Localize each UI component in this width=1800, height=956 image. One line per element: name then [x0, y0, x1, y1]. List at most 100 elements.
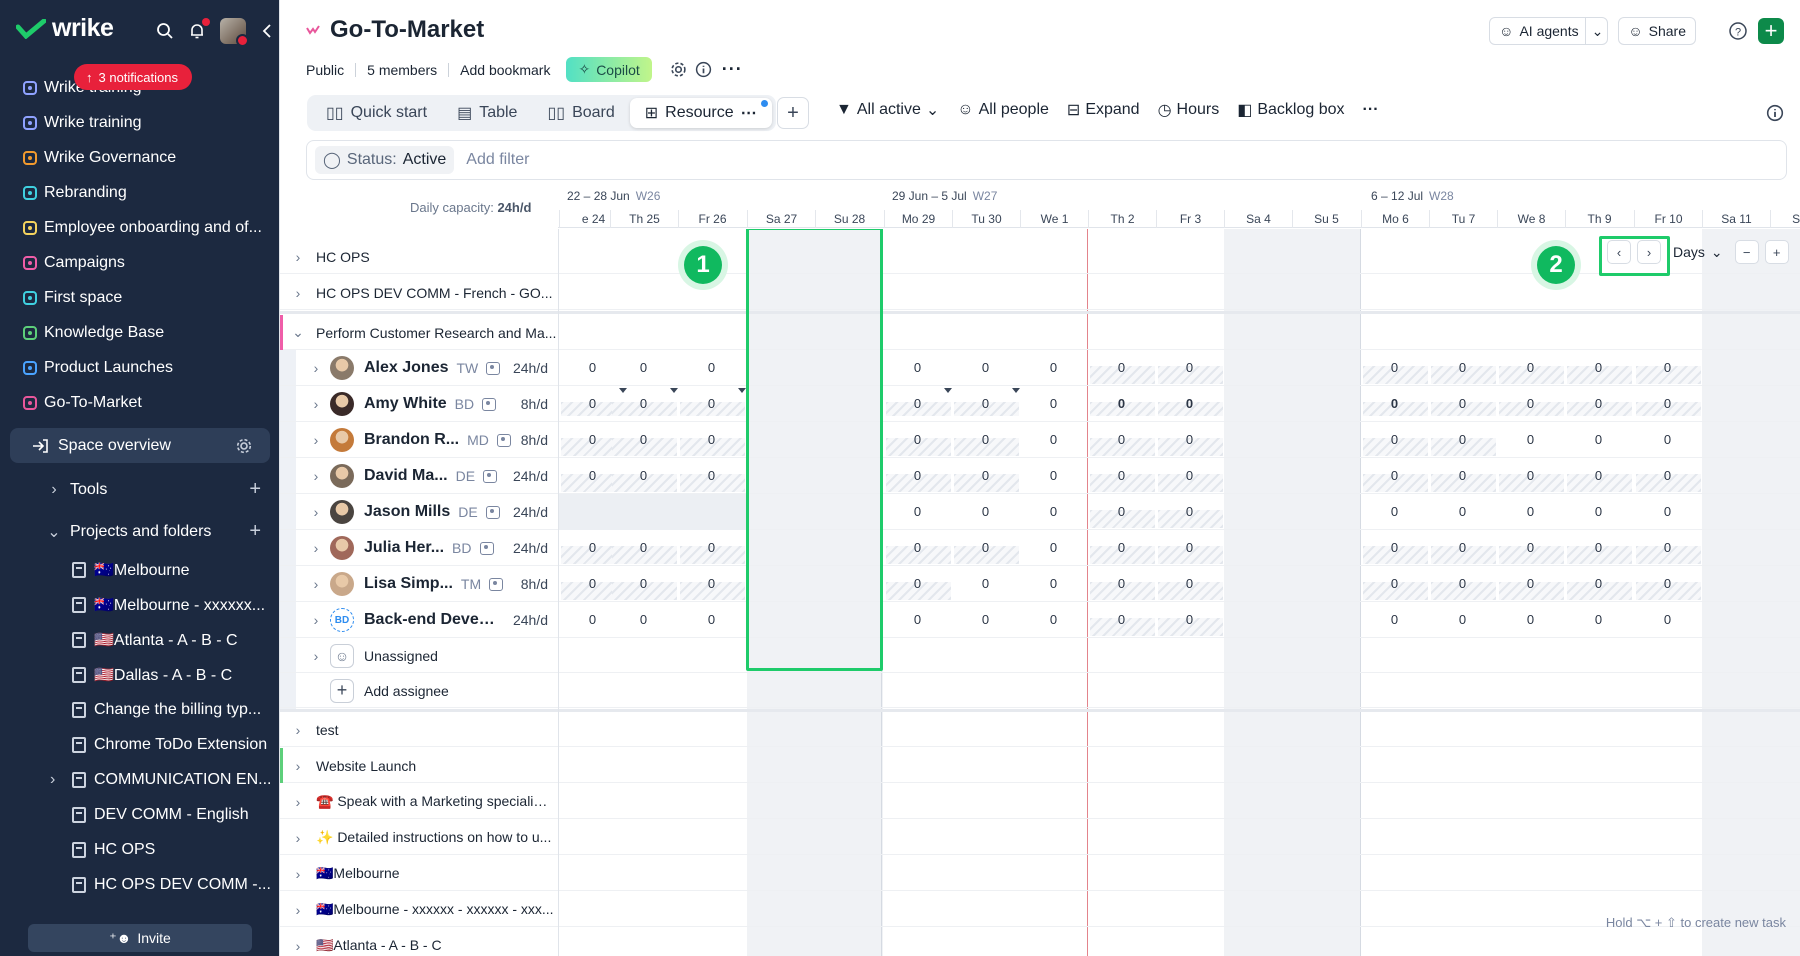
members-link[interactable]: 5 members: [367, 61, 438, 78]
workload-cell[interactable]: 0: [1663, 504, 1672, 519]
workload-cell[interactable]: 0: [639, 468, 648, 483]
tools-item[interactable]: › Tools +: [0, 472, 279, 507]
tab-table[interactable]: ▤ Table: [442, 98, 532, 128]
workload-cell[interactable]: 0: [1458, 504, 1467, 519]
workload-cell[interactable]: 0: [981, 360, 990, 375]
chevron-right-icon[interactable]: ›: [295, 865, 301, 882]
group-name[interactable]: › 🇦🇺Melbourne: [292, 856, 400, 891]
all-active-filter[interactable]: ▼ All active ⌄: [836, 100, 939, 120]
person-name[interactable]: Amy White: [364, 395, 447, 412]
chevron-down-icon[interactable]: ⌄: [292, 324, 304, 340]
person-name[interactable]: Lisa Simp...: [364, 575, 453, 592]
add-filter-link[interactable]: Add filter: [466, 151, 530, 168]
person-name[interactable]: Back-end Devel...: [364, 611, 496, 628]
chevron-down-icon[interactable]: ⌄: [1584, 17, 1603, 45]
workload-cell[interactable]: 0: [639, 612, 648, 627]
help-icon[interactable]: ?: [1728, 21, 1748, 41]
settings-gear-icon[interactable]: [670, 61, 687, 78]
workload-cell[interactable]: 0: [913, 612, 922, 627]
chevron-right-icon[interactable]: ›: [295, 829, 301, 846]
workload-cell[interactable]: 0: [1185, 576, 1194, 591]
person-row[interactable]: › Lisa Simp... TM 8h/d 0 0 0 0 0 0 0 0 0 0 0 0 0: [280, 566, 1800, 602]
folder-item[interactable]: Chrome ToDo Extension: [0, 727, 279, 762]
workload-cell[interactable]: 0: [1049, 576, 1058, 591]
workload-cell[interactable]: 0: [588, 540, 597, 555]
folder-item[interactable]: 🇦🇺Melbourne - xxxxxx...: [0, 587, 279, 622]
search-icon[interactable]: [156, 22, 174, 40]
group-name[interactable]: › HC OPS: [292, 239, 370, 274]
person-name[interactable]: Julia Her...: [364, 539, 445, 556]
chevron-right-icon[interactable]: ›: [313, 612, 319, 628]
share-button[interactable]: ☺ Share: [1618, 17, 1696, 45]
workload-cell[interactable]: 0: [1458, 540, 1467, 555]
sidebar-item-5[interactable]: Campaigns: [0, 245, 279, 280]
chevron-right-icon[interactable]: ›: [313, 396, 319, 412]
info-icon[interactable]: [695, 61, 712, 78]
workload-cell[interactable]: 0: [913, 396, 922, 411]
group-row[interactable]: › test: [280, 712, 1800, 747]
workload-cell[interactable]: 0: [639, 396, 648, 411]
add-project-icon[interactable]: +: [249, 520, 261, 542]
workload-cell[interactable]: 0: [639, 540, 648, 555]
person-cell[interactable]: › Brandon R... MD 8h/d: [310, 422, 558, 458]
add-assignee-row[interactable]: + Add assignee: [280, 673, 1800, 708]
backlog-box-button[interactable]: ◧ Backlog box: [1237, 100, 1344, 120]
chevron-right-icon[interactable]: ›: [295, 284, 301, 301]
role-card-icon[interactable]: [486, 361, 501, 375]
workload-cell[interactable]: 0: [1117, 396, 1126, 411]
folder-item[interactable]: 🇺🇸Dallas - A - B - C: [0, 657, 279, 692]
workload-cell[interactable]: 0: [707, 360, 716, 375]
workload-cell[interactable]: 0: [1594, 468, 1603, 483]
chevron-right-icon[interactable]: ›: [313, 647, 319, 664]
folder-item[interactable]: 🇦🇺Melbourne: [0, 552, 279, 587]
group-name[interactable]: › test: [292, 712, 339, 747]
workload-cell[interactable]: 0: [1526, 432, 1535, 447]
workload-cell[interactable]: 0: [981, 612, 990, 627]
workload-cell[interactable]: 0: [913, 540, 922, 555]
sidebar-item-2[interactable]: Wrike Governance: [0, 140, 279, 175]
unassigned-row[interactable]: › ☺ Unassigned: [280, 638, 1800, 673]
workload-cell[interactable]: 0: [1594, 540, 1603, 555]
workload-cell[interactable]: 0: [1185, 504, 1194, 519]
workload-cell[interactable]: 0: [1049, 504, 1058, 519]
next-period-button[interactable]: ›: [1637, 240, 1661, 264]
workload-cell[interactable]: 0: [1049, 540, 1058, 555]
workload-cell[interactable]: 0: [981, 576, 990, 591]
folder-item[interactable]: 🇺🇸Atlanta - A - B - C: [0, 622, 279, 657]
collapse-sidebar-icon[interactable]: [260, 22, 274, 40]
user-avatar[interactable]: [220, 18, 249, 47]
zoom-in-button[interactable]: +: [1764, 240, 1789, 264]
workload-cell[interactable]: 0: [1594, 432, 1603, 447]
person-cell[interactable]: › Amy White BD 8h/d: [310, 386, 558, 422]
workload-cell[interactable]: 0: [588, 468, 597, 483]
role-card-icon[interactable]: [483, 469, 498, 483]
workload-cell[interactable]: 0: [1117, 432, 1126, 447]
invite-button[interactable]: ⁺☻ Invite: [28, 924, 252, 952]
workload-cell[interactable]: 0: [1458, 432, 1467, 447]
ai-agents-button[interactable]: ☺ AI agents ⌄: [1489, 17, 1609, 45]
wrike-logo[interactable]: wrike: [16, 14, 114, 43]
group-name[interactable]: ⌄ Perform Customer Research and Ma...: [292, 315, 556, 350]
workload-cell[interactable]: 0: [1185, 396, 1194, 411]
workload-cell[interactable]: 0: [1458, 360, 1467, 375]
group-name[interactable]: › ✨ Detailed instructions on how to u...: [292, 820, 552, 855]
add-view-button[interactable]: +: [777, 97, 809, 129]
group-row[interactable]: › 🇺🇸Atlanta - A - B - C: [280, 928, 1800, 956]
sidebar-item-7[interactable]: Knowledge Base: [0, 315, 279, 350]
workload-cell[interactable]: 0: [913, 432, 922, 447]
workload-cell[interactable]: 0: [1526, 576, 1535, 591]
workload-cell[interactable]: 0: [1185, 432, 1194, 447]
workload-cell[interactable]: 0: [707, 540, 716, 555]
group-row[interactable]: › 🇦🇺Melbourne - xxxxxx - xxxxxx - xxx...: [280, 892, 1800, 927]
person-row[interactable]: › BD Back-end Devel... 24h/d 0 0 0 0 0 0 0 0 0 0 0 0 0: [280, 602, 1800, 638]
person-row[interactable]: › Jason Mills DE 24h/d 0 0 0 0 0 0 0 0 0 0: [280, 494, 1800, 530]
sidebar-item-4[interactable]: Employee onboarding and of...: [0, 210, 279, 245]
workload-cell[interactable]: 0: [1117, 612, 1126, 627]
workload-cell[interactable]: 0: [1049, 432, 1058, 447]
person-name[interactable]: David Ma...: [364, 467, 448, 484]
more-icon[interactable]: ···: [721, 59, 743, 79]
sidebar-item-9[interactable]: Go-To-Market: [0, 385, 279, 420]
workload-cell[interactable]: 0: [1117, 576, 1126, 591]
person-cell[interactable]: › Julia Her... BD 24h/d: [310, 530, 558, 566]
group-row[interactable]: › ✨ Detailed instructions on how to u...: [280, 820, 1800, 855]
